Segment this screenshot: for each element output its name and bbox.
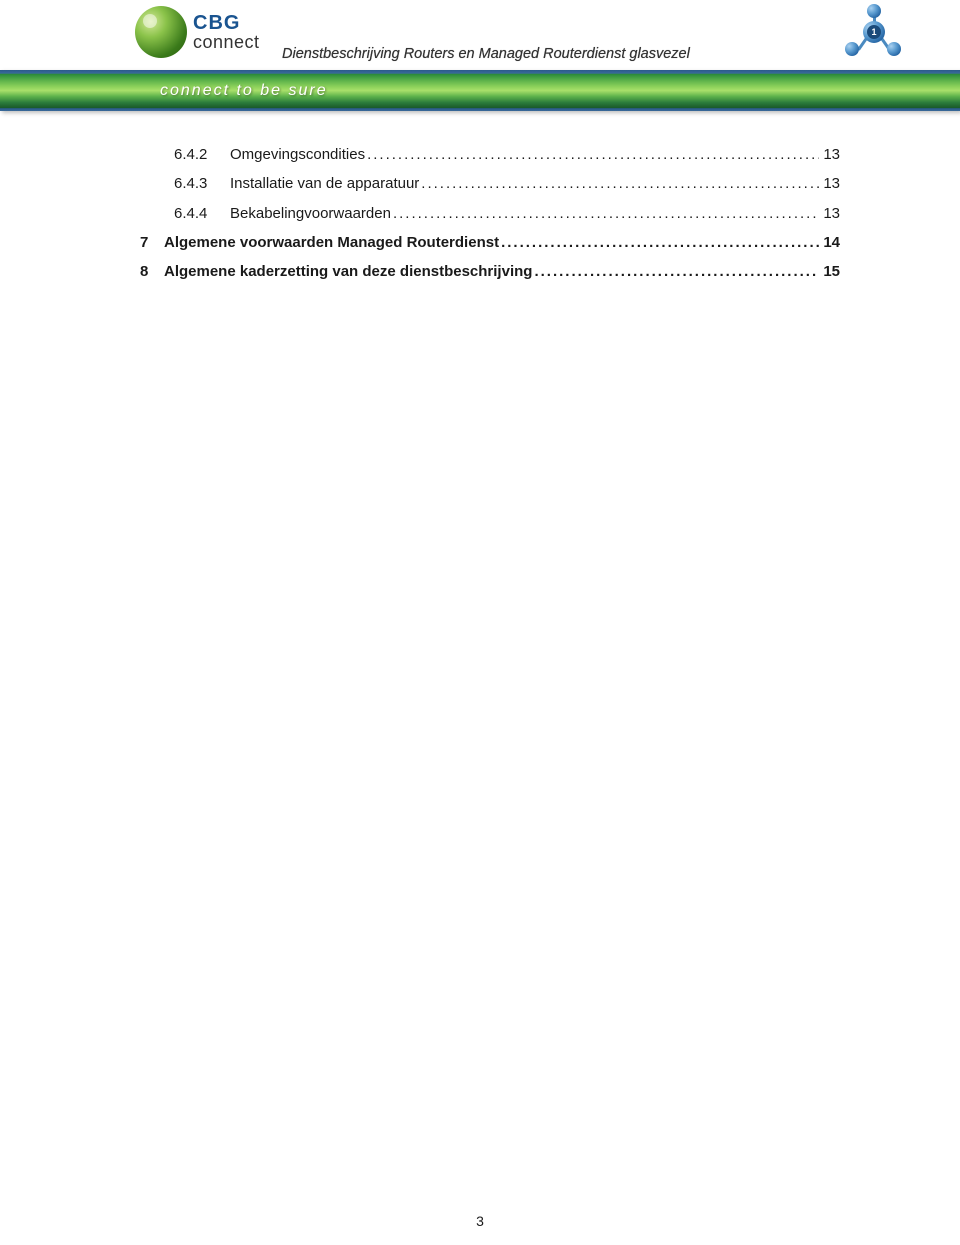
toc-entry-page: 14 (823, 228, 840, 257)
toc-leader-dots (393, 199, 819, 228)
page-number: 3 (0, 1213, 960, 1229)
brand-logo: CBG connect (135, 4, 275, 60)
toc-leader-dots (421, 169, 819, 198)
toc-leader-dots (534, 257, 819, 286)
toc-entry-title: Bekabelingvoorwaarden (230, 199, 391, 228)
toc-leader-dots (367, 140, 819, 169)
toc-entry: 6.4.4Bekabelingvoorwaarden 13 (140, 199, 840, 228)
toc-entry: 6.4.3Installatie van de apparatuur 13 (140, 169, 840, 198)
tagline-text: connect to be sure (160, 82, 328, 100)
toc-entry: 8Algemene kaderzetting van deze dienstbe… (140, 257, 840, 286)
brand-name-top: CBG (193, 13, 260, 33)
header-banner: connect to be sure (0, 70, 960, 111)
toc-leader-dots (501, 228, 819, 257)
document-title: Dienstbeschrijving Routers en Managed Ro… (282, 46, 690, 62)
toc-entry-title: Algemene kaderzetting van deze dienstbes… (164, 257, 532, 286)
toc-entry-number: 8 (140, 257, 164, 286)
toc-entry-page: 15 (823, 257, 840, 286)
toc-entry: 6.4.2Omgevingscondities 13 (140, 140, 840, 169)
molecule-icon: 1 (843, 4, 905, 60)
toc-entry-page: 13 (823, 199, 840, 228)
brand-sphere-icon (135, 6, 187, 58)
brand-text: CBG connect (193, 13, 260, 51)
toc-entry: 7Algemene voorwaarden Managed Routerdien… (140, 228, 840, 257)
toc-entry-title: Omgevingscondities (230, 140, 365, 169)
toc-entry-number: 6.4.2 (174, 140, 230, 169)
toc-entry-number: 7 (140, 228, 164, 257)
toc-entry-title: Installatie van de apparatuur (230, 169, 419, 198)
toc-entry-number: 6.4.4 (174, 199, 230, 228)
molecule-value: 1 (867, 25, 881, 39)
page-header: CBG connect Dienstbeschrijving Routers e… (0, 0, 960, 115)
toc-section: 6.4.2Omgevingscondities136.4.3Installati… (140, 140, 840, 286)
brand-name-bottom: connect (193, 33, 260, 51)
toc-entry-title: Algemene voorwaarden Managed Routerdiens… (164, 228, 499, 257)
toc-entry-page: 13 (823, 140, 840, 169)
toc-entry-number: 6.4.3 (174, 169, 230, 198)
toc-entry-page: 13 (823, 169, 840, 198)
